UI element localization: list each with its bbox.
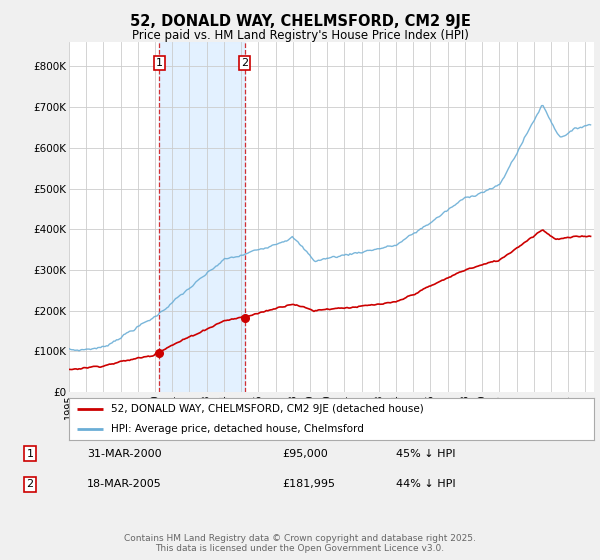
- Text: Contains HM Land Registry data © Crown copyright and database right 2025.
This d: Contains HM Land Registry data © Crown c…: [124, 534, 476, 553]
- Text: 1: 1: [156, 58, 163, 68]
- Bar: [160, 42, 245, 392]
- Text: 18-MAR-2005: 18-MAR-2005: [87, 479, 162, 489]
- Text: 44% ↓ HPI: 44% ↓ HPI: [396, 479, 455, 489]
- Text: 31-MAR-2000: 31-MAR-2000: [87, 449, 161, 459]
- Text: 52, DONALD WAY, CHELMSFORD, CM2 9JE: 52, DONALD WAY, CHELMSFORD, CM2 9JE: [130, 14, 470, 29]
- Text: 2: 2: [241, 58, 248, 68]
- Text: 2: 2: [26, 479, 34, 489]
- Text: HPI: Average price, detached house, Chelmsford: HPI: Average price, detached house, Chel…: [111, 424, 364, 434]
- Text: 52, DONALD WAY, CHELMSFORD, CM2 9JE (detached house): 52, DONALD WAY, CHELMSFORD, CM2 9JE (det…: [111, 404, 424, 414]
- Text: £95,000: £95,000: [282, 449, 328, 459]
- Text: 45% ↓ HPI: 45% ↓ HPI: [396, 449, 455, 459]
- Text: £181,995: £181,995: [282, 479, 335, 489]
- Text: 1: 1: [26, 449, 34, 459]
- Text: Price paid vs. HM Land Registry's House Price Index (HPI): Price paid vs. HM Land Registry's House …: [131, 29, 469, 42]
